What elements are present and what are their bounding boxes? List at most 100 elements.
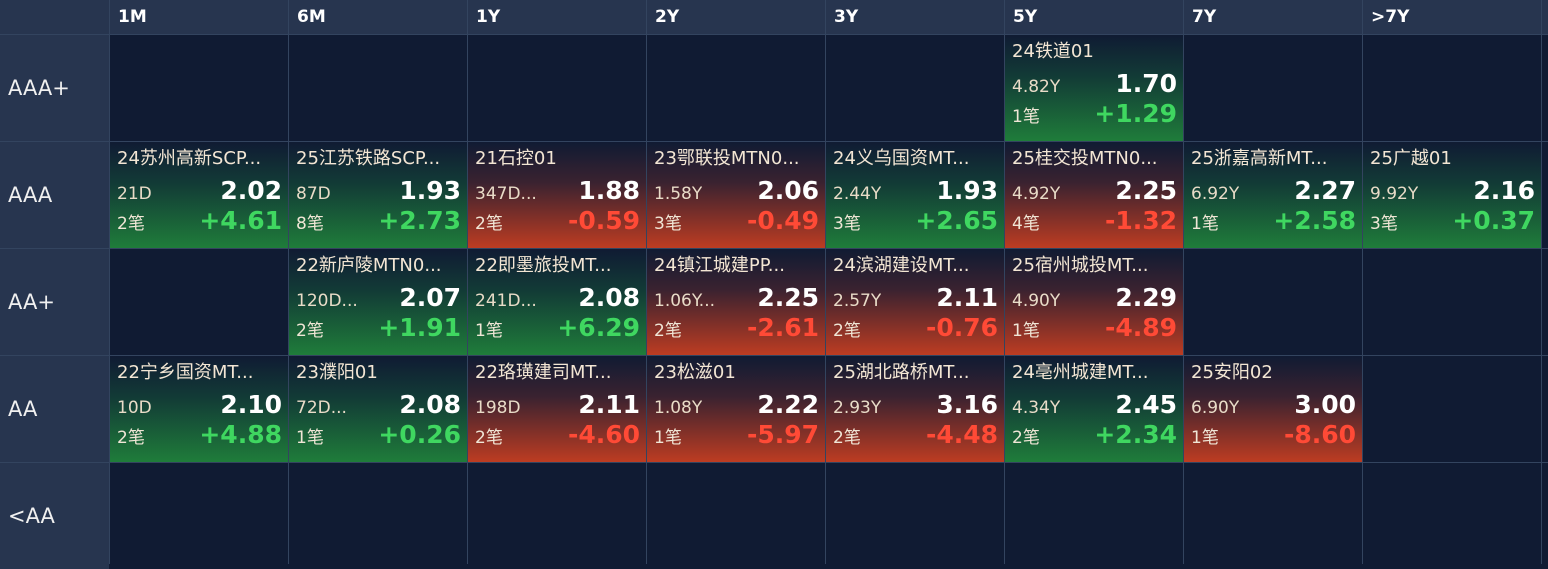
bond-line-count-change: 3笔 +0.37 [1370, 206, 1535, 236]
bond-yield: 2.06 [757, 176, 819, 205]
column-header-5[interactable]: 5Y [1005, 0, 1183, 34]
row-filler [1542, 356, 1548, 462]
bond-line-term-yield: 4.92Y 2.25 [1012, 176, 1177, 205]
trade-count: 2笔 [117, 214, 145, 234]
trade-count: 2笔 [833, 321, 861, 341]
grid-cell: 25安阳02 6.90Y 3.00 1笔 -8.60 [1184, 356, 1362, 462]
column-header-7[interactable]: >7Y [1363, 0, 1541, 34]
column-header-0[interactable]: 1M [110, 0, 288, 34]
yield-change: -4.89 [1104, 313, 1177, 342]
bond-tile[interactable]: 24铁道01 4.82Y 1.70 1笔 +1.29 [1005, 35, 1183, 141]
yield-change: -0.59 [567, 206, 640, 235]
column-header-4[interactable]: 3Y [826, 0, 1004, 34]
bond-term: 87D [296, 184, 331, 204]
bond-line-count-change: 1笔 -4.89 [1012, 313, 1177, 343]
bond-line-term-yield: 21D 2.02 [117, 176, 282, 205]
bond-tile[interactable]: 22即墨旅投MT... 241D... 2.08 1笔 +6.29 [468, 249, 646, 355]
grid-cell [468, 35, 646, 141]
bond-term: 120D... [296, 291, 358, 311]
bond-tile[interactable]: 24亳州城建MT... 4.34Y 2.45 2笔 +2.34 [1005, 356, 1183, 462]
bond-term: 1.06Y... [654, 291, 716, 311]
bond-name: 24亳州城建MT... [1012, 362, 1149, 383]
grid-cell: 22即墨旅投MT... 241D... 2.08 1笔 +6.29 [468, 249, 646, 355]
trade-count: 1笔 [1012, 107, 1040, 127]
yield-change: -0.49 [746, 206, 819, 235]
bond-term: 72D... [296, 398, 347, 418]
bond-name: 24镇江城建PP... [654, 255, 785, 276]
grid-cell [647, 35, 825, 141]
column-header-1[interactable]: 6M [289, 0, 467, 34]
bond-line-term-yield: 1.08Y 2.22 [654, 390, 819, 419]
bond-name: 25宿州城投MT... [1012, 255, 1149, 276]
trade-count: 1笔 [475, 321, 503, 341]
bond-yield: 2.25 [757, 283, 819, 312]
bond-line-term-yield: 1.58Y 2.06 [654, 176, 819, 205]
bond-tile[interactable]: 25广越01 9.92Y 2.16 3笔 +0.37 [1363, 142, 1541, 248]
bond-name: 25湖北路桥MT... [833, 362, 970, 383]
bond-tile[interactable]: 25湖北路桥MT... 2.93Y 3.16 2笔 -4.48 [826, 356, 1004, 462]
bond-yield: 2.08 [399, 390, 461, 419]
grid-cell [110, 35, 288, 141]
yield-change: +1.29 [1094, 99, 1177, 128]
bond-tile[interactable]: 25江苏铁路SCP... 87D 1.93 8笔 +2.73 [289, 142, 467, 248]
grid-cell: 21石控01 347D... 1.88 2笔 -0.59 [468, 142, 646, 248]
bond-yield: 1.70 [1115, 69, 1177, 98]
trade-count: 1笔 [296, 428, 324, 448]
bond-name: 25浙嘉高新MT... [1191, 148, 1328, 169]
bond-line-count-change: 2笔 +4.88 [117, 420, 282, 450]
bond-line-count-change: 1笔 -5.97 [654, 420, 819, 450]
bond-yield: 2.08 [578, 283, 640, 312]
grid-cell [1184, 35, 1362, 141]
grid-cell [1363, 356, 1541, 462]
bond-yield: 2.29 [1115, 283, 1177, 312]
grid-cell [289, 463, 467, 569]
bond-yield: 2.22 [757, 390, 819, 419]
bond-tile[interactable]: 25安阳02 6.90Y 3.00 1笔 -8.60 [1184, 356, 1362, 462]
bond-tile[interactable]: 24义乌国资MT... 2.44Y 1.93 3笔 +2.65 [826, 142, 1004, 248]
bond-tile[interactable]: 25宿州城投MT... 4.90Y 2.29 1笔 -4.89 [1005, 249, 1183, 355]
bond-tile[interactable]: 22宁乡国资MT... 10D 2.10 2笔 +4.88 [110, 356, 288, 462]
bond-name: 24滨湖建设MT... [833, 255, 970, 276]
bond-tile[interactable]: 21石控01 347D... 1.88 2笔 -0.59 [468, 142, 646, 248]
bond-tile[interactable]: 23鄂联投MTN0... 1.58Y 2.06 3笔 -0.49 [647, 142, 825, 248]
trade-count: 4笔 [1012, 214, 1040, 234]
bond-tile[interactable]: 24苏州高新SCP... 21D 2.02 2笔 +4.61 [110, 142, 288, 248]
bond-term: 6.90Y [1191, 398, 1240, 418]
trade-count: 2笔 [654, 321, 682, 341]
bond-line-term-yield: 347D... 1.88 [475, 176, 640, 205]
grid-cell [1184, 463, 1362, 569]
bond-tile[interactable]: 23濮阳01 72D... 2.08 1笔 +0.26 [289, 356, 467, 462]
bond-term: 2.93Y [833, 398, 882, 418]
grid-corner [0, 0, 109, 34]
column-header-2[interactable]: 1Y [468, 0, 646, 34]
bond-term: 2.44Y [833, 184, 882, 204]
bond-yield: 2.11 [936, 283, 998, 312]
bond-tile[interactable]: 22珞璜建司MT... 198D 2.11 2笔 -4.60 [468, 356, 646, 462]
yield-change: -2.61 [746, 313, 819, 342]
bond-term: 4.90Y [1012, 291, 1061, 311]
bond-yield: 1.88 [578, 176, 640, 205]
grid-cell: 25浙嘉高新MT... 6.92Y 2.27 1笔 +2.58 [1184, 142, 1362, 248]
bond-tile[interactable]: 24滨湖建设MT... 2.57Y 2.11 2笔 -0.76 [826, 249, 1004, 355]
bond-tile[interactable]: 25桂交投MTN0... 4.92Y 2.25 4笔 -1.32 [1005, 142, 1183, 248]
grid-cell [1184, 249, 1362, 355]
bond-term: 2.57Y [833, 291, 882, 311]
grid-cell [826, 35, 1004, 141]
bond-tile[interactable]: 25浙嘉高新MT... 6.92Y 2.27 1笔 +2.58 [1184, 142, 1362, 248]
bond-term: 9.92Y [1370, 184, 1419, 204]
row-filler [1542, 463, 1548, 569]
bond-tile[interactable]: 23松滋01 1.08Y 2.22 1笔 -5.97 [647, 356, 825, 462]
column-header-3[interactable]: 2Y [647, 0, 825, 34]
bond-line-count-change: 8笔 +2.73 [296, 206, 461, 236]
bond-tile[interactable]: 24镇江城建PP... 1.06Y... 2.25 2笔 -2.61 [647, 249, 825, 355]
grid-cell [1363, 35, 1541, 141]
column-header-6[interactable]: 7Y [1184, 0, 1362, 34]
bond-name: 21石控01 [475, 148, 557, 169]
bond-tile[interactable]: 22新庐陵MTN0... 120D... 2.07 2笔 +1.91 [289, 249, 467, 355]
bond-yield: 2.16 [1473, 176, 1535, 205]
bond-line-count-change: 2笔 -2.61 [654, 313, 819, 343]
bond-line-term-yield: 241D... 2.08 [475, 283, 640, 312]
row-filler [1542, 142, 1548, 248]
bond-term: 198D [475, 398, 521, 418]
